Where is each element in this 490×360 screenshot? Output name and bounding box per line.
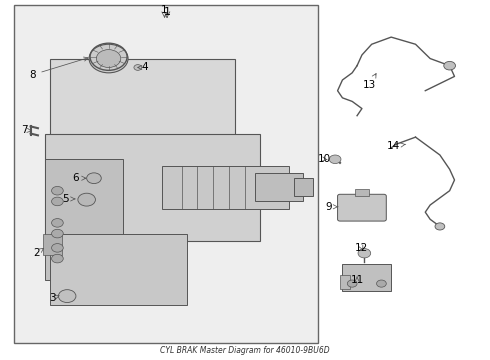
Bar bbox=[294, 178, 313, 196]
Circle shape bbox=[51, 254, 63, 263]
Text: 1: 1 bbox=[164, 7, 171, 17]
Bar bbox=[50, 234, 187, 305]
Bar bbox=[340, 275, 350, 289]
Text: 4: 4 bbox=[138, 63, 148, 72]
Text: 5: 5 bbox=[62, 194, 75, 204]
Text: 6: 6 bbox=[72, 173, 86, 183]
Circle shape bbox=[51, 244, 63, 252]
Bar bbox=[343, 264, 391, 291]
Text: 14: 14 bbox=[387, 141, 406, 151]
Text: 13: 13 bbox=[363, 73, 376, 90]
Circle shape bbox=[329, 155, 341, 163]
Circle shape bbox=[97, 50, 121, 67]
Bar bbox=[355, 189, 369, 196]
Bar bbox=[255, 173, 303, 202]
Circle shape bbox=[51, 229, 63, 238]
Circle shape bbox=[58, 290, 76, 302]
Text: 8: 8 bbox=[30, 57, 88, 80]
Circle shape bbox=[51, 219, 63, 227]
Circle shape bbox=[444, 62, 456, 70]
Circle shape bbox=[51, 186, 63, 195]
Text: 1: 1 bbox=[161, 5, 168, 15]
Circle shape bbox=[376, 280, 386, 287]
Circle shape bbox=[435, 223, 445, 230]
Circle shape bbox=[51, 197, 63, 206]
Bar bbox=[162, 166, 289, 208]
FancyBboxPatch shape bbox=[338, 194, 386, 221]
Circle shape bbox=[89, 44, 128, 73]
Text: 9: 9 bbox=[325, 202, 338, 212]
Circle shape bbox=[78, 193, 96, 206]
Text: CYL BRAK Master Diagram for 46010-9BU6D: CYL BRAK Master Diagram for 46010-9BU6D bbox=[160, 346, 330, 355]
Text: 11: 11 bbox=[350, 275, 364, 285]
Bar bbox=[43, 234, 62, 255]
Circle shape bbox=[87, 173, 101, 184]
Circle shape bbox=[347, 280, 357, 287]
Bar bbox=[45, 134, 260, 241]
Bar bbox=[50, 59, 235, 137]
Circle shape bbox=[134, 64, 142, 70]
Text: 2: 2 bbox=[33, 248, 44, 258]
Bar bbox=[45, 158, 123, 280]
Text: 12: 12 bbox=[355, 243, 368, 253]
Text: 10: 10 bbox=[318, 154, 331, 164]
Text: 7: 7 bbox=[22, 125, 31, 135]
Circle shape bbox=[358, 249, 371, 258]
Bar bbox=[14, 5, 318, 342]
Text: 3: 3 bbox=[49, 293, 59, 303]
